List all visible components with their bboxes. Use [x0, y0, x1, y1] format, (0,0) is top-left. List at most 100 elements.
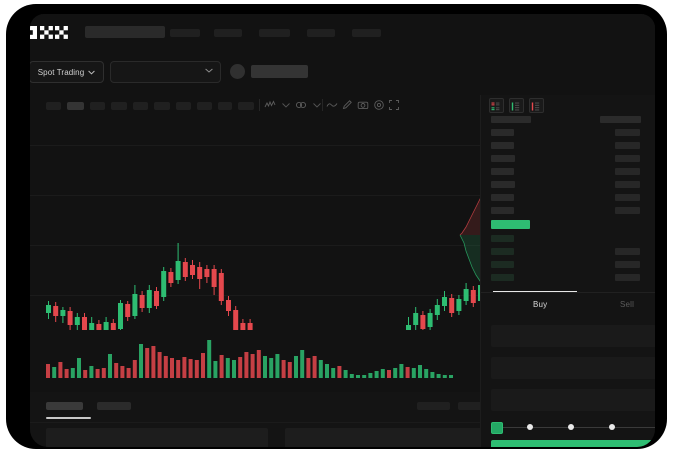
nav-item-5[interactable] [352, 29, 381, 37]
camera-icon[interactable] [357, 99, 369, 111]
order-book-bid-row[interactable] [491, 235, 514, 242]
app-screen: Spot Trading [30, 14, 655, 447]
bottom-tab-open-orders[interactable] [46, 402, 83, 410]
line-chart-icon[interactable] [326, 99, 338, 111]
chart-gridline [30, 245, 480, 246]
bottom-tab-order-history[interactable] [97, 402, 131, 410]
order-book-ask-amount[interactable] [615, 168, 640, 175]
chart-toolbar [30, 95, 480, 117]
candlestick-series [46, 243, 480, 330]
bottom-card-right [285, 428, 492, 447]
spot-trading-dropdown[interactable]: Spot Trading [30, 61, 104, 83]
order-book-ask-amount[interactable] [615, 155, 640, 162]
order-book-ask-row[interactable] [491, 207, 514, 214]
order-price-field[interactable] [491, 325, 655, 347]
order-book-bid-row[interactable] [491, 261, 514, 268]
order-book-bid-amount[interactable] [615, 248, 640, 255]
order-book-rows[interactable] [481, 115, 655, 290]
chart-gridline [30, 295, 480, 296]
pair-select[interactable] [110, 61, 221, 83]
search-input[interactable] [85, 26, 165, 38]
chevron-down-icon-pair [205, 68, 213, 73]
chart-gridline [30, 145, 480, 146]
amount-percent-slider[interactable] [491, 422, 655, 434]
chevron-down-icon-compare[interactable] [311, 99, 323, 111]
submit-buy-button[interactable] [491, 440, 655, 447]
order-amount-field[interactable] [491, 357, 655, 379]
last-price [251, 65, 308, 78]
bottom-action-cancel-all[interactable] [458, 402, 492, 410]
compare-icon[interactable] [295, 99, 307, 111]
order-book-bid-amount[interactable] [615, 261, 640, 268]
ticker-bar: Spot Trading [30, 47, 655, 118]
tab-sell[interactable]: Sell [620, 300, 635, 309]
order-book-ask-row[interactable] [491, 181, 515, 188]
indicator-icon[interactable] [264, 99, 276, 111]
bottom-action-hide-other-pairs[interactable] [417, 402, 450, 410]
timeframe-1[interactable] [46, 102, 61, 110]
timeframe-6[interactable] [154, 102, 170, 110]
spot-trading-label: Spot Trading [37, 67, 85, 77]
order-book-ask-amount[interactable] [615, 142, 640, 149]
panel-divider [30, 422, 480, 423]
buy-tab-underline [493, 291, 577, 293]
timeframe-5[interactable] [133, 102, 148, 110]
orderbook-column-header-amount[interactable] [600, 116, 641, 123]
settings-gear-icon[interactable] [373, 99, 385, 111]
chevron-down-icon [88, 70, 96, 74]
trade-form-tabs: Buy Sell [481, 292, 655, 317]
fullscreen-icon[interactable] [388, 99, 400, 111]
okx-logo[interactable] [30, 26, 68, 39]
orderbook-mode-asks-icon[interactable] [529, 98, 544, 113]
order-book-panel: Buy Sell [480, 95, 655, 447]
timeframe-4[interactable] [111, 102, 127, 110]
timeframe-10[interactable] [238, 102, 254, 110]
order-book-ask-row[interactable] [491, 142, 514, 149]
order-book-ask-row[interactable] [491, 129, 514, 136]
order-book-bid-row[interactable] [491, 274, 514, 281]
nav-item-4[interactable] [307, 29, 335, 37]
nav-item-3[interactable] [259, 29, 290, 37]
timeframe-7[interactable] [176, 102, 191, 110]
volume-chart [30, 330, 480, 392]
volume-series [46, 340, 453, 378]
active-tab-underline [46, 417, 91, 419]
slider-step-75[interactable] [609, 424, 615, 430]
order-book-ask-amount[interactable] [615, 129, 640, 136]
coin-avatar [230, 64, 245, 79]
chevron-down-icon-indicator[interactable] [280, 99, 292, 111]
timeframe-3[interactable] [90, 102, 105, 110]
timeframe-8[interactable] [197, 102, 212, 110]
toolbar-divider-1 [259, 99, 260, 111]
order-book-ask-amount[interactable] [615, 181, 640, 188]
order-total-field[interactable] [491, 389, 655, 411]
order-book-ask-row[interactable] [491, 168, 514, 175]
timeframe-2[interactable] [67, 102, 84, 110]
price-chart[interactable] [30, 117, 480, 330]
nav-item-2[interactable] [214, 29, 242, 37]
orders-panel [30, 392, 492, 447]
order-book-ask-amount[interactable] [615, 207, 640, 214]
tab-buy[interactable]: Buy [533, 300, 548, 309]
orderbook-mode-group [489, 98, 544, 113]
slider-step-25[interactable] [527, 424, 533, 430]
bottom-card-left [46, 428, 268, 447]
order-book-ask-row[interactable] [491, 155, 515, 162]
slider-track [497, 426, 655, 428]
pencil-icon[interactable] [341, 99, 353, 111]
app-header [30, 14, 655, 47]
order-book-ask-row[interactable] [491, 194, 514, 201]
slider-handle[interactable] [491, 422, 503, 434]
order-book-bid-row[interactable] [491, 248, 514, 255]
slider-step-50[interactable] [568, 424, 574, 430]
orderbook-mode-both-icon[interactable] [489, 98, 504, 113]
orderbook-column-header-price[interactable] [491, 116, 531, 123]
timeframe-9[interactable] [218, 102, 232, 110]
order-book-ask-amount[interactable] [615, 194, 640, 201]
order-book-spread-highlight[interactable] [491, 220, 530, 229]
orderbook-mode-bids-icon[interactable] [509, 98, 524, 113]
order-book-bid-amount[interactable] [615, 274, 640, 281]
nav-item-1[interactable] [170, 29, 200, 37]
device-frame: Spot Trading [6, 4, 667, 449]
